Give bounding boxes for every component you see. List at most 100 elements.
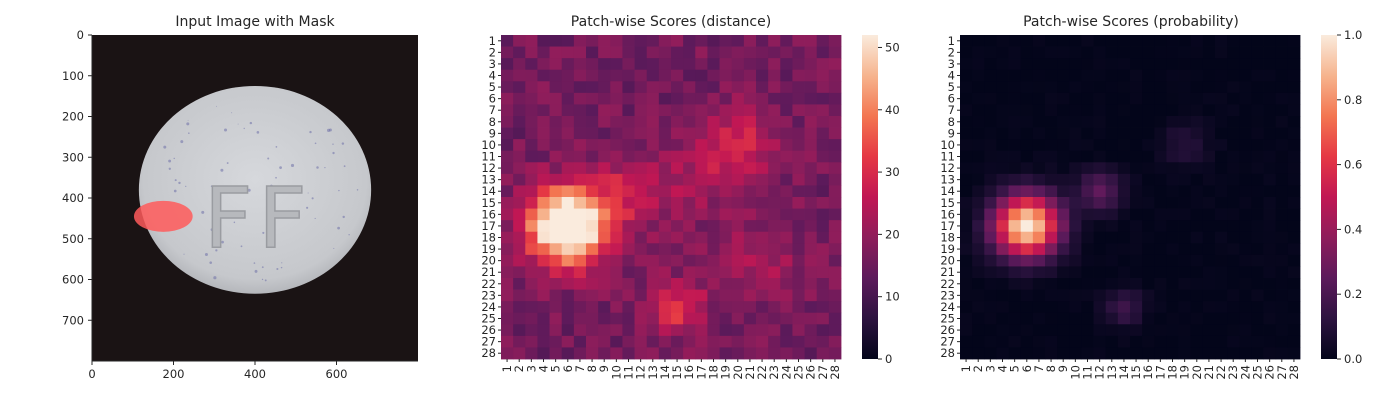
speck	[178, 181, 181, 185]
heatmap-cell	[1166, 347, 1179, 360]
x-tick-label: 12	[1093, 365, 1107, 380]
heatmap-cell	[622, 116, 635, 128]
heatmap-cell	[1130, 150, 1143, 163]
y-tick-label: 8	[948, 115, 955, 129]
heatmap-cell	[1190, 208, 1204, 221]
heatmap-cell	[719, 312, 733, 325]
heatmap-cell	[719, 347, 733, 360]
heatmap-cell	[1227, 35, 1240, 47]
heatmap-cell	[743, 208, 757, 221]
heatmap-cell	[1178, 69, 1192, 82]
heatmap-cell	[804, 254, 818, 267]
heatmap-cell	[658, 347, 672, 360]
heatmap-cell	[646, 116, 660, 128]
heatmap-cell	[1069, 254, 1082, 267]
heatmap-cell	[828, 81, 842, 94]
heatmap-cell	[780, 162, 793, 175]
heatmap-cell	[1263, 208, 1277, 221]
heatmap-cell	[996, 81, 1009, 94]
heatmap-cell	[573, 335, 587, 348]
colorbar-tick-label: 40	[885, 103, 900, 117]
heatmap-cell	[960, 231, 973, 244]
heatmap-cell	[1081, 197, 1094, 209]
heatmap-cell	[1142, 301, 1155, 314]
heatmap-cell	[960, 347, 973, 360]
heatmap-cell	[683, 289, 696, 302]
heatmap-cell	[1166, 127, 1179, 140]
heatmap-cell	[1032, 289, 1046, 302]
heatmap-cell	[828, 58, 842, 71]
heatmap-cell	[1178, 231, 1192, 244]
heatmap-cell	[707, 301, 720, 314]
heatmap-cell	[598, 35, 611, 47]
heatmap-cell	[622, 324, 635, 337]
heatmap-cell	[731, 243, 745, 256]
heatmap-cell	[622, 243, 635, 256]
heatmap-cell	[792, 312, 805, 325]
heatmap-cell	[1081, 58, 1094, 71]
heatmap-cell	[756, 243, 769, 256]
heatmap-cell	[501, 162, 514, 175]
heatmap-cell	[1020, 104, 1034, 117]
heatmap-cell	[658, 335, 672, 348]
heatmap-cell	[1117, 127, 1131, 140]
heatmap-cell	[658, 116, 672, 128]
heatmap-cell	[549, 104, 563, 117]
heatmap-cell	[780, 185, 793, 198]
y-tick-label: 14	[940, 184, 955, 198]
heatmap-cell	[1057, 243, 1070, 256]
heatmap-cell	[501, 347, 514, 360]
heatmap-cell	[743, 173, 757, 186]
speck	[186, 122, 190, 126]
heatmap-cell	[792, 127, 805, 140]
distance-heatmap-cells	[501, 35, 842, 360]
x-tick-label: 0	[88, 367, 95, 381]
heatmap-cell	[1142, 312, 1155, 325]
heatmap-cell	[1178, 139, 1192, 152]
heatmap-cell	[1093, 266, 1107, 279]
heatmap-cell	[1239, 312, 1252, 325]
speck	[237, 123, 239, 125]
heatmap-cell	[996, 347, 1009, 360]
heatmap-cell	[1045, 347, 1058, 360]
heatmap-cell	[1130, 335, 1143, 348]
heatmap-cell	[1275, 185, 1289, 198]
heatmap-cell	[1057, 127, 1070, 140]
heatmap-cell	[1093, 139, 1107, 152]
heatmap-cell	[816, 92, 830, 105]
speck	[264, 279, 267, 282]
x-tick-label: 4	[996, 365, 1010, 372]
heatmap-cell	[1069, 58, 1082, 71]
heatmap-cell	[984, 335, 997, 348]
heatmap-cell	[1275, 289, 1289, 302]
heatmap-cell	[1215, 289, 1228, 302]
heatmap-cell	[1117, 208, 1131, 221]
heatmap-cell	[513, 266, 526, 279]
heatmap-cell	[731, 58, 745, 71]
heatmap-cell	[1069, 243, 1082, 256]
heatmap-cell	[634, 185, 648, 198]
heatmap-cell	[537, 185, 550, 198]
heatmap-cell	[1227, 278, 1240, 290]
heatmap-cell	[804, 150, 818, 163]
heatmap-cell	[513, 243, 526, 256]
heatmap-cell	[756, 116, 769, 128]
heatmap-cell	[671, 46, 684, 59]
heatmap-cell	[984, 173, 997, 186]
heatmap-cell	[731, 301, 745, 314]
heatmap-cell	[573, 289, 587, 302]
y-tick-label: 15	[940, 196, 955, 210]
heatmap-cell	[561, 185, 575, 198]
heatmap-cell	[1202, 92, 1216, 105]
heatmap-cell	[658, 266, 672, 279]
heatmap-cell	[816, 312, 830, 325]
heatmap-cell	[1045, 254, 1058, 267]
heatmap-cell	[828, 289, 842, 302]
heatmap-cell	[1081, 81, 1094, 94]
heatmap-cell	[960, 69, 973, 82]
heatmap-cell	[731, 278, 745, 290]
heatmap-cell	[1239, 185, 1252, 198]
heatmap-cell	[646, 35, 660, 47]
heatmap-cell	[1142, 266, 1155, 279]
